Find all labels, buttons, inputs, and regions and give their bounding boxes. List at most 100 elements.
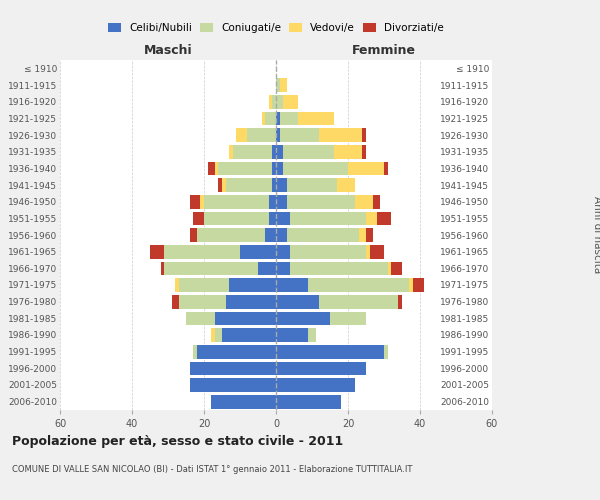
Text: Anni di nascita: Anni di nascita	[592, 196, 600, 274]
Bar	[265, 112, 276, 125]
Bar	[269, 212, 276, 225]
Bar	[161, 262, 164, 275]
Bar	[190, 195, 200, 208]
Bar	[215, 162, 218, 175]
Bar	[373, 195, 380, 208]
Bar	[280, 112, 298, 125]
Bar	[190, 362, 276, 375]
Bar	[276, 112, 280, 125]
Bar	[330, 312, 366, 325]
Bar	[359, 228, 366, 242]
Bar	[287, 195, 355, 208]
Bar	[211, 328, 215, 342]
Bar	[204, 195, 269, 208]
Bar	[179, 295, 226, 308]
Bar	[276, 278, 308, 292]
Bar	[222, 178, 226, 192]
Bar	[211, 395, 276, 408]
Bar	[298, 112, 334, 125]
Bar	[413, 278, 424, 292]
Bar	[287, 228, 359, 242]
Bar	[384, 345, 388, 358]
Bar	[197, 228, 265, 242]
Bar	[409, 278, 413, 292]
Bar	[204, 212, 269, 225]
Text: COMUNE DI VALLE SAN NICOLAO (BI) - Dati ISTAT 1° gennaio 2011 - Elaborazione TUT: COMUNE DI VALLE SAN NICOLAO (BI) - Dati …	[12, 465, 412, 474]
Bar	[215, 312, 276, 325]
Bar	[276, 95, 283, 108]
Bar	[200, 195, 204, 208]
Bar	[276, 262, 290, 275]
Bar	[290, 212, 366, 225]
Legend: Celibi/Nubili, Coniugati/e, Vedovi/e, Divorziati/e: Celibi/Nubili, Coniugati/e, Vedovi/e, Di…	[105, 20, 447, 36]
Bar	[276, 345, 384, 358]
Bar	[362, 145, 366, 158]
Bar	[226, 178, 272, 192]
Bar	[247, 128, 276, 142]
Bar	[226, 295, 276, 308]
Bar	[276, 312, 330, 325]
Bar	[348, 162, 384, 175]
Bar	[337, 178, 355, 192]
Bar	[276, 162, 283, 175]
Bar	[269, 195, 276, 208]
Bar	[229, 278, 276, 292]
Bar	[272, 178, 276, 192]
Text: Maschi: Maschi	[143, 44, 193, 57]
Bar	[370, 245, 384, 258]
Bar	[334, 145, 362, 158]
Bar	[276, 178, 287, 192]
Bar	[208, 162, 215, 175]
Bar	[280, 78, 287, 92]
Bar	[290, 262, 388, 275]
Y-axis label: Fasce di età: Fasce di età	[0, 202, 2, 268]
Bar	[272, 145, 276, 158]
Bar	[366, 228, 373, 242]
Bar	[391, 262, 402, 275]
Bar	[283, 95, 298, 108]
Bar	[276, 78, 280, 92]
Bar	[398, 295, 402, 308]
Bar	[193, 212, 204, 225]
Bar	[355, 195, 373, 208]
Bar	[222, 328, 276, 342]
Bar	[276, 145, 283, 158]
Bar	[308, 328, 316, 342]
Bar	[377, 212, 391, 225]
Bar	[190, 228, 197, 242]
Bar	[366, 212, 377, 225]
Bar	[276, 212, 290, 225]
Bar	[164, 245, 240, 258]
Bar	[193, 345, 197, 358]
Bar	[236, 128, 247, 142]
Bar	[272, 162, 276, 175]
Bar	[283, 145, 334, 158]
Bar	[175, 278, 179, 292]
Bar	[276, 378, 355, 392]
Bar	[240, 245, 276, 258]
Bar	[150, 245, 164, 258]
Text: Femmine: Femmine	[352, 44, 416, 57]
Bar	[280, 128, 319, 142]
Bar	[164, 262, 258, 275]
Bar	[233, 145, 272, 158]
Bar	[190, 378, 276, 392]
Bar	[179, 278, 229, 292]
Text: Popolazione per età, sesso e stato civile - 2011: Popolazione per età, sesso e stato civil…	[12, 435, 343, 448]
Bar	[172, 295, 179, 308]
Bar	[319, 128, 362, 142]
Bar	[276, 245, 290, 258]
Bar	[269, 95, 272, 108]
Bar	[283, 162, 348, 175]
Bar	[276, 295, 319, 308]
Bar	[276, 228, 287, 242]
Bar	[265, 228, 276, 242]
Bar	[197, 345, 276, 358]
Bar	[276, 128, 280, 142]
Bar	[384, 162, 388, 175]
Bar	[287, 178, 337, 192]
Bar	[186, 312, 215, 325]
Bar	[218, 162, 272, 175]
Bar	[388, 262, 391, 275]
Bar	[258, 262, 276, 275]
